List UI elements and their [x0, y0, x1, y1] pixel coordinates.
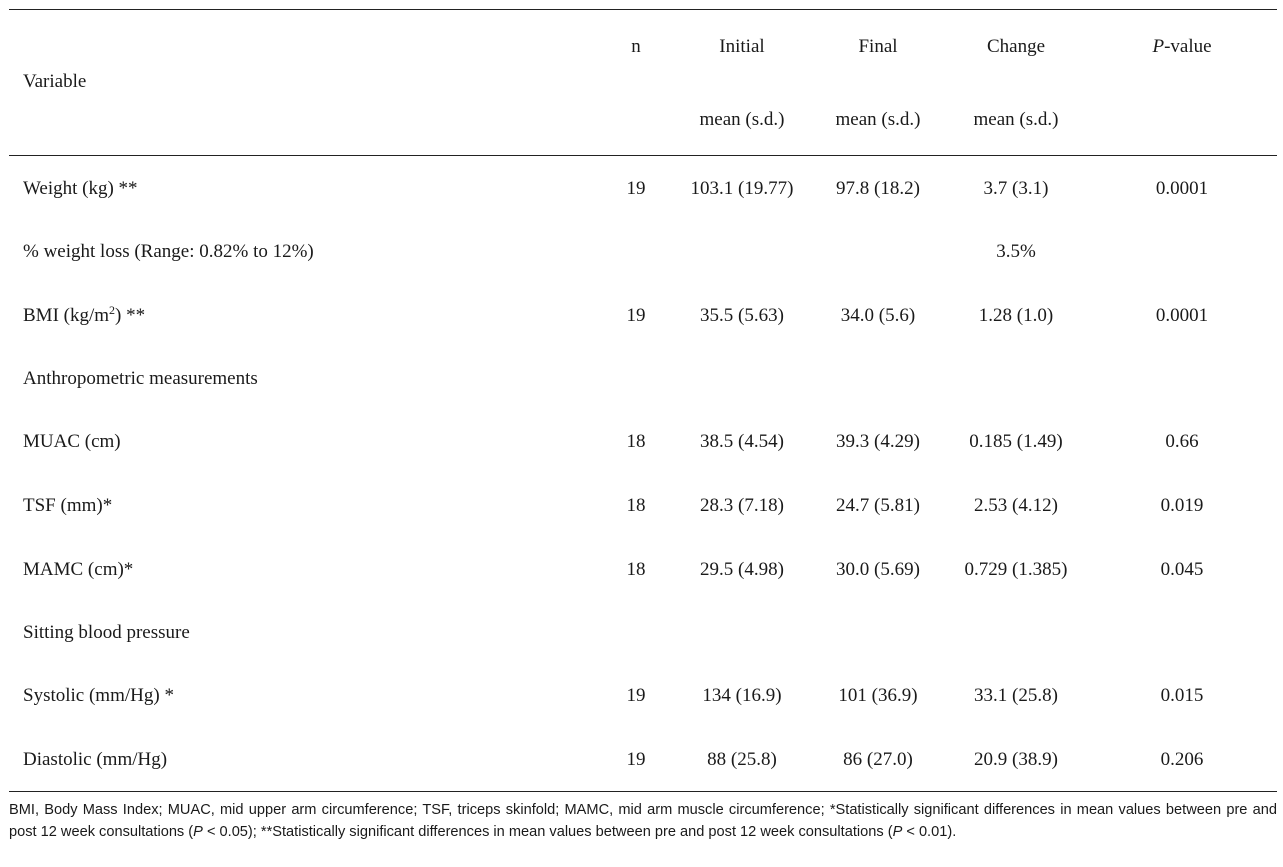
row-diastolic-initial: 88 (25.8)	[707, 749, 777, 770]
row-muac-change: 0.185 (1.49)	[969, 431, 1063, 452]
header-change: Change	[986, 36, 1046, 57]
row-mamc-p: 0.045	[1160, 559, 1204, 580]
row-bmi-p: 0.0001	[1155, 305, 1209, 326]
row-muac-initial: 38.5 (4.54)	[700, 431, 784, 452]
footnote-part2: < 0.05); **Statistically significant dif…	[202, 824, 893, 840]
header-n: n	[631, 36, 641, 57]
header-pvalue-italic: P	[1152, 36, 1165, 57]
footnote-p2: P	[892, 824, 903, 840]
row-diastolic-change: 20.9 (38.9)	[974, 749, 1058, 770]
row-systolic-initial: 134 (16.9)	[702, 685, 782, 706]
row-mamc-n: 18	[626, 559, 646, 580]
row-systolic-change: 33.1 (25.8)	[974, 685, 1058, 706]
row-diastolic-final: 86 (27.0)	[843, 749, 913, 770]
row-muac-final: 39.3 (4.29)	[836, 431, 920, 452]
row-systolic-p: 0.015	[1160, 685, 1204, 706]
table-top-rule	[9, 9, 1277, 10]
row-bmi-initial: 35.5 (5.63)	[700, 305, 784, 326]
table-footnote: BMI, Body Mass Index; MUAC, mid upper ar…	[9, 799, 1277, 843]
row-diastolic-variable: Diastolic (mm/Hg)	[23, 749, 168, 770]
row-tsf-final: 24.7 (5.81)	[836, 495, 920, 516]
header-initial: Initial	[719, 36, 765, 57]
row-mamc-initial: 29.5 (4.98)	[700, 559, 784, 580]
footnote-p1: P	[193, 824, 203, 840]
row-diastolic-p: 0.206	[1160, 749, 1204, 770]
row-mamc-final: 30.0 (5.69)	[836, 559, 920, 580]
row-tsf-change: 2.53 (4.12)	[974, 495, 1058, 516]
row-tsf-p: 0.019	[1160, 495, 1204, 516]
header-final: Final	[858, 36, 898, 57]
row-bloodpressure-heading: Sitting blood pressure	[23, 622, 190, 643]
footnote-part3: < 0.01).	[902, 824, 957, 840]
row-mamc-change: 0.729 (1.385)	[964, 559, 1068, 580]
row-weight-initial: 103.1 (19.77)	[690, 178, 794, 199]
row-muac-p: 0.66	[1165, 431, 1199, 452]
header-initial-sub: mean (s.d.)	[699, 109, 785, 130]
row-weight-n: 19	[626, 178, 646, 199]
header-pvalue-rest: -value	[1164, 36, 1212, 57]
header-pvalue: P-value	[1122, 36, 1242, 58]
row-tsf-n: 18	[626, 495, 646, 516]
row-bmi-variable-post: ) **	[115, 305, 146, 326]
row-diastolic-n: 19	[626, 749, 646, 770]
row-systolic-variable: Systolic (mm/Hg) *	[23, 685, 174, 706]
row-tsf-variable: TSF (mm)*	[23, 495, 113, 516]
table-bottom-rule	[9, 791, 1277, 792]
row-bmi-n: 19	[626, 305, 646, 326]
row-weight-variable: Weight (kg) **	[23, 178, 138, 199]
row-tsf-initial: 28.3 (7.18)	[700, 495, 784, 516]
row-muac-n: 18	[626, 431, 646, 452]
header-final-sub: mean (s.d.)	[835, 109, 921, 130]
row-systolic-final: 101 (36.9)	[838, 685, 918, 706]
header-variable: Variable	[23, 71, 87, 92]
row-bmi-variable: BMI (kg/m2) **	[23, 303, 146, 327]
footnote-part1: BMI, Body Mass Index; MUAC, mid upper ar…	[9, 802, 1277, 840]
row-muac-variable: MUAC (cm)	[23, 431, 121, 452]
row-mamc-variable: MAMC (cm)*	[23, 559, 134, 580]
row-weight-final: 97.8 (18.2)	[836, 178, 920, 199]
row-weight-p: 0.0001	[1155, 178, 1209, 199]
row-bmi-variable-pre: BMI (kg/m	[23, 305, 110, 326]
row-systolic-n: 19	[626, 685, 646, 706]
row-weightloss-variable: % weight loss (Range: 0.82% to 12%)	[23, 241, 314, 262]
row-bmi-final: 34.0 (5.6)	[840, 305, 916, 326]
row-anthropometric-heading: Anthropometric measurements	[23, 368, 258, 389]
row-bmi-variable-sup: 2	[109, 303, 116, 317]
row-bmi-change: 1.28 (1.0)	[978, 305, 1054, 326]
row-weight-change: 3.7 (3.1)	[983, 178, 1049, 199]
row-weightloss-change: 3.5%	[996, 241, 1036, 262]
header-rule	[9, 155, 1277, 156]
header-change-sub: mean (s.d.)	[973, 109, 1059, 130]
